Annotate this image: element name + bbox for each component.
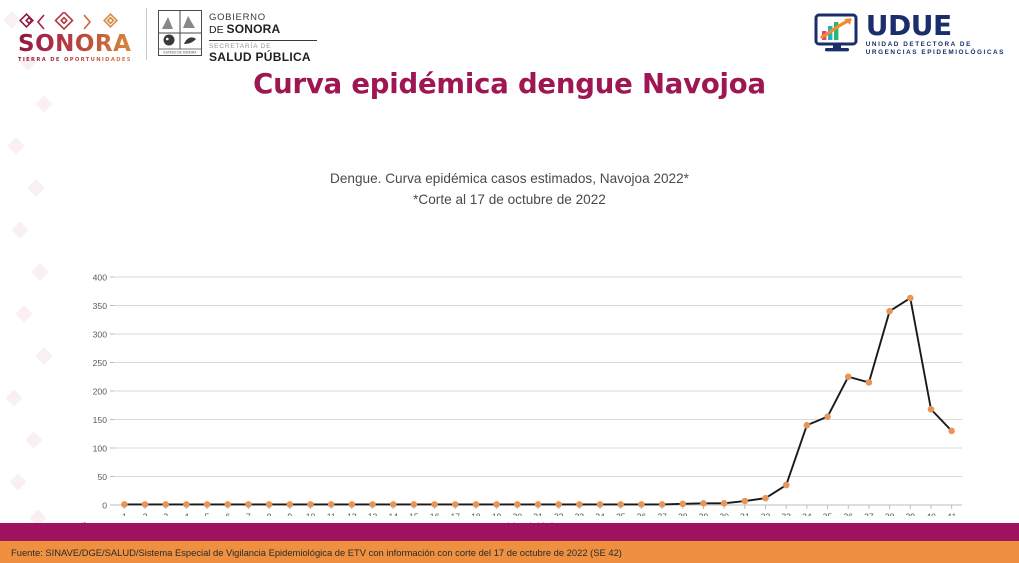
svg-text:300: 300 — [93, 330, 108, 340]
svg-text:5: 5 — [205, 512, 210, 517]
svg-text:27: 27 — [657, 512, 667, 517]
footer-magenta-bar — [0, 523, 1019, 541]
footer-source-text: Fuente: SINAVE/DGE/SALUD/Sistema Especia… — [11, 546, 622, 558]
svg-text:28: 28 — [678, 512, 688, 517]
udue-monitor-chart-icon — [814, 13, 858, 52]
svg-text:38: 38 — [885, 512, 895, 517]
udue-logo: UDUE UNIDAD DETECTORA DE URGENCIAS EPIDE… — [814, 12, 1005, 57]
udue-subtitle-2: URGENCIAS EPIDEMIOLÓGICAS — [865, 49, 1005, 57]
svg-text:8: 8 — [267, 512, 272, 517]
sonora-wordmark: SONORA — [18, 33, 138, 56]
svg-text:ESTADO DE SONORA: ESTADO DE SONORA — [164, 50, 198, 54]
svg-text:37: 37 — [864, 512, 874, 517]
chart-title: Dengue. Curva epidémica casos estimados,… — [330, 171, 689, 186]
svg-text:40: 40 — [926, 512, 936, 517]
sonora-tagline: TIERRA DE OPORTUNIDADES — [18, 57, 138, 63]
escudo-sonora-icon: ESTADO DE SONORA — [158, 10, 202, 56]
svg-text:100: 100 — [93, 444, 108, 454]
estado-label: DE SONORA — [209, 21, 281, 36]
svg-text:6: 6 — [225, 512, 230, 517]
svg-text:34: 34 — [802, 512, 812, 517]
svg-text:30: 30 — [719, 512, 729, 517]
chart-subtitle: *Corte al 17 de octubre de 2022 — [413, 192, 606, 208]
svg-text:250: 250 — [93, 358, 108, 368]
svg-text:16: 16 — [430, 512, 440, 517]
svg-text:0: 0 — [102, 501, 107, 511]
line-chart-svg: 0501001502002503003504001234567891011121… — [93, 273, 962, 517]
svg-text:200: 200 — [93, 387, 108, 397]
sonora-logo: SONORA TIERRA DE OPORTUNIDADES — [18, 12, 138, 63]
svg-text:17: 17 — [450, 512, 460, 517]
salud-publica-label: SALUD PÚBLICA — [209, 49, 311, 64]
svg-text:12: 12 — [347, 512, 357, 517]
svg-text:1: 1 — [122, 512, 127, 517]
svg-text:39: 39 — [906, 512, 916, 517]
svg-text:35: 35 — [823, 512, 833, 517]
svg-text:14: 14 — [388, 512, 398, 517]
svg-text:7: 7 — [246, 512, 251, 517]
svg-text:26: 26 — [637, 512, 647, 517]
svg-text:33: 33 — [781, 512, 791, 517]
svg-text:2: 2 — [143, 512, 148, 517]
svg-text:3: 3 — [163, 512, 168, 517]
svg-text:23: 23 — [575, 512, 585, 517]
svg-text:20: 20 — [513, 512, 523, 517]
gobierno-rule — [209, 39, 317, 42]
svg-text:41: 41 — [947, 512, 957, 517]
svg-text:29: 29 — [699, 512, 709, 517]
svg-text:36: 36 — [843, 512, 853, 517]
svg-text:10: 10 — [306, 512, 316, 517]
svg-text:150: 150 — [93, 415, 108, 425]
svg-text:13: 13 — [368, 512, 378, 517]
svg-text:19: 19 — [492, 512, 502, 517]
svg-text:11: 11 — [327, 512, 336, 517]
svg-text:22: 22 — [554, 512, 564, 517]
header-divider — [146, 8, 147, 60]
svg-text:25: 25 — [616, 512, 626, 517]
footer-orange-bar: Fuente: SINAVE/DGE/SALUD/Sistema Especia… — [0, 541, 1019, 563]
sonora-diamonds-icon — [19, 12, 118, 31]
svg-text:32: 32 — [761, 512, 771, 517]
svg-text:15: 15 — [409, 512, 419, 517]
secretaria-label: SECRETARÍA DE — [209, 43, 272, 51]
page-title: Curva epidémica dengue Navojoa — [253, 68, 766, 100]
svg-text:21: 21 — [533, 512, 543, 517]
svg-text:4: 4 — [184, 512, 189, 517]
svg-text:350: 350 — [93, 301, 108, 311]
gobierno-label: GOBIERNO — [209, 12, 266, 23]
svg-text:31: 31 — [740, 512, 750, 517]
svg-text:18: 18 — [471, 512, 481, 517]
svg-text:9: 9 — [287, 512, 292, 517]
gobierno-sonora-logo: ESTADO DE SONORA GOBIERNO DE SONORA SECR… — [158, 10, 317, 65]
svg-text:24: 24 — [595, 512, 605, 517]
svg-text:50: 50 — [97, 472, 107, 482]
slide-header: SONORA TIERRA DE OPORTUNIDADES ESTADO DE… — [0, 0, 1019, 66]
chart-plot-area: Casos 0501001502002503003504001234567891… — [0, 216, 1019, 557]
udue-subtitle-1: UNIDAD DETECTORA DE — [865, 41, 972, 48]
chart-container: Dengue. Curva epidémica casos estimados,… — [0, 168, 1019, 557]
udue-wordmark: UDUE — [865, 9, 952, 42]
svg-text:400: 400 — [93, 273, 108, 283]
